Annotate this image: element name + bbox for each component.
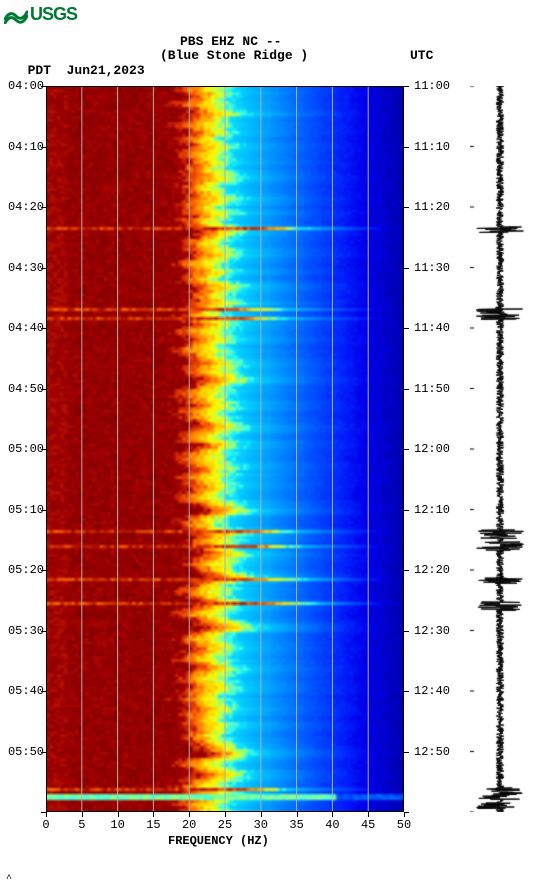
- ytick-left-label: 05:30: [2, 624, 44, 638]
- xtick-mark: [46, 812, 47, 817]
- ytick-right-label: 12:40: [414, 684, 450, 698]
- xtick-label: 5: [78, 818, 85, 832]
- ytick-right-label: 12:30: [414, 624, 450, 638]
- ytick-left-label: 04:20: [2, 200, 44, 214]
- ytick-right-mark: [404, 207, 409, 208]
- footer-caret: ^: [6, 874, 12, 885]
- ytick-right-label: 11:10: [414, 140, 450, 154]
- ytick-left-label: 04:10: [2, 140, 44, 154]
- xtick-label: 50: [397, 818, 411, 832]
- ytick-right-label: 11:30: [414, 261, 450, 275]
- xtick-label: 40: [325, 818, 339, 832]
- ytick-left-label: 05:40: [2, 684, 44, 698]
- ytick-right-mark: [404, 86, 409, 87]
- ytick-left-label: 04:00: [2, 79, 44, 93]
- xtick-label: 15: [146, 818, 160, 832]
- header-site: (Blue Stone Ridge ): [160, 48, 308, 63]
- xtick-mark: [118, 812, 119, 817]
- ytick-right-label: 12:00: [414, 442, 450, 456]
- xtick-label: 35: [289, 818, 303, 832]
- ytick-left-label: 05:50: [2, 745, 44, 759]
- ytick-right-mark: [404, 631, 409, 632]
- seismogram-canvas: [470, 86, 530, 812]
- usgs-logo: USGS: [4, 4, 77, 25]
- ytick-left-label: 04:40: [2, 321, 44, 335]
- ytick-right-label: 12:50: [414, 745, 450, 759]
- xtick-mark: [261, 812, 262, 817]
- xtick-mark: [82, 812, 83, 817]
- ytick-right-label: 11:20: [414, 200, 450, 214]
- xtick-label: 45: [361, 818, 375, 832]
- ytick-left-label: 04:50: [2, 382, 44, 396]
- xtick-mark: [404, 812, 405, 817]
- xtick-mark: [189, 812, 190, 817]
- header-date: Jun21,2023: [67, 63, 145, 78]
- ytick-right-mark: [404, 752, 409, 753]
- xtick-mark: [225, 812, 226, 817]
- xtick-mark: [368, 812, 369, 817]
- ytick-right-label: 12:20: [414, 563, 450, 577]
- ytick-right-mark: [404, 449, 409, 450]
- ytick-right-mark: [404, 510, 409, 511]
- xtick-label: 10: [110, 818, 124, 832]
- left-timezone: PDT: [28, 63, 51, 78]
- ytick-right-mark: [404, 389, 409, 390]
- ytick-right-label: 11:40: [414, 321, 450, 335]
- gridlines: [46, 86, 404, 812]
- seismogram-plot: [470, 86, 530, 812]
- header-station: PBS EHZ NC --: [180, 34, 281, 49]
- ytick-right-mark: [404, 268, 409, 269]
- ytick-right-label: 12:10: [414, 503, 450, 517]
- x-axis-label: FREQUENCY (HZ): [168, 834, 269, 848]
- ytick-right-label: 11:50: [414, 382, 450, 396]
- xtick-mark: [332, 812, 333, 817]
- ytick-left-label: 04:30: [2, 261, 44, 275]
- usgs-wave-icon: [4, 6, 28, 24]
- xtick-label: 30: [254, 818, 268, 832]
- xtick-label: 25: [218, 818, 232, 832]
- header-left: PDT Jun21,2023: [12, 48, 145, 78]
- ytick-right-mark: [404, 328, 409, 329]
- grid-overlay: [46, 86, 404, 812]
- ytick-right-mark: [404, 147, 409, 148]
- xtick-label: 0: [42, 818, 49, 832]
- ytick-right-mark: [404, 691, 409, 692]
- ytick-right-mark: [404, 570, 409, 571]
- ytick-left-label: 05:10: [2, 503, 44, 517]
- ytick-left-label: 05:20: [2, 563, 44, 577]
- usgs-logo-text: USGS: [30, 4, 77, 25]
- xtick-label: 20: [182, 818, 196, 832]
- spectrogram-plot: [46, 86, 404, 812]
- xtick-mark: [297, 812, 298, 817]
- right-timezone: UTC: [410, 48, 433, 63]
- xtick-mark: [153, 812, 154, 817]
- ytick-right-label: 11:00: [414, 79, 450, 93]
- ytick-left-label: 05:00: [2, 442, 44, 456]
